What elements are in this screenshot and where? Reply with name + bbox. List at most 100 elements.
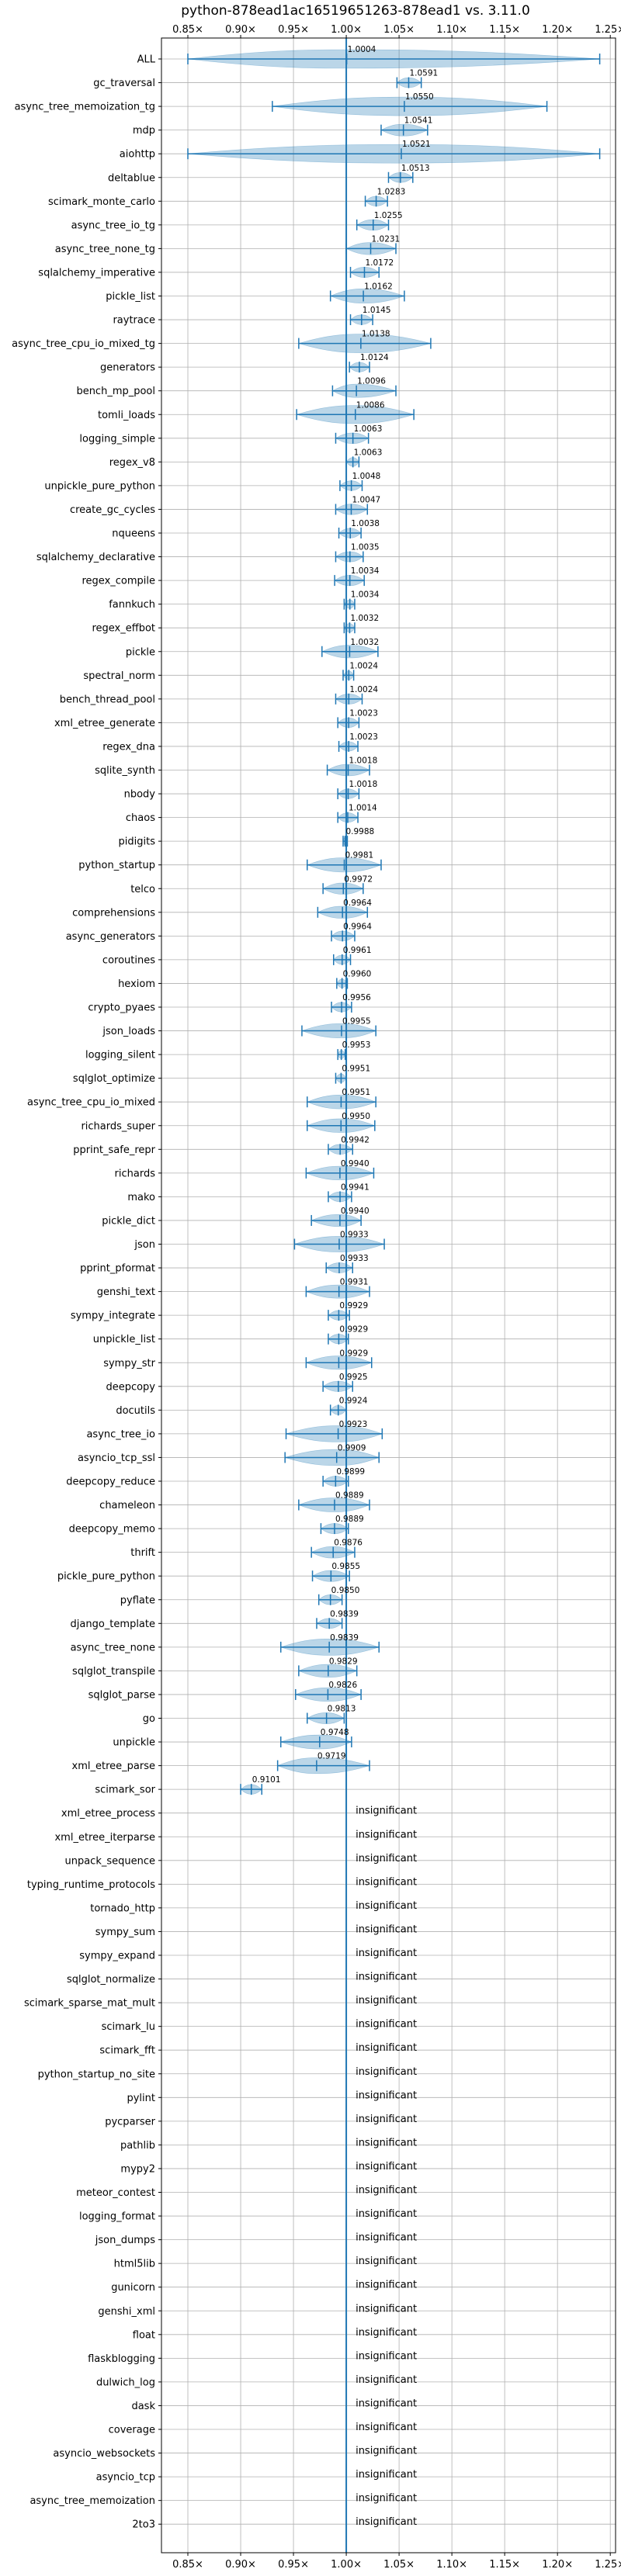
insignificant-label: insignificant xyxy=(356,1923,417,1935)
benchmark-label: dulwich_log xyxy=(96,2377,155,2388)
benchmark-label: flaskblogging xyxy=(88,2353,155,2365)
benchmark-label: scimark_lu xyxy=(102,2021,155,2033)
benchmark-label: unpickle_list xyxy=(93,1334,155,1345)
value-label: 0.9951 xyxy=(342,1065,370,1074)
insignificant-label: insignificant xyxy=(356,1900,417,1912)
benchmark-label: sqlglot_optimize xyxy=(73,1073,155,1085)
value-label: 0.9855 xyxy=(331,1562,360,1571)
value-label: 0.9899 xyxy=(336,1467,365,1477)
benchmark-label: genshi_xml xyxy=(98,2306,155,2318)
benchmark-label: bench_thread_pool xyxy=(60,694,155,705)
value-label: 1.0032 xyxy=(350,638,379,647)
benchmark-label: sqlglot_parse xyxy=(88,1689,155,1701)
benchmark-label: async_tree_io_tg xyxy=(71,220,155,231)
value-label: 0.9981 xyxy=(345,851,373,860)
value-label: 0.9964 xyxy=(343,922,372,931)
insignificant-label: insignificant xyxy=(356,2019,417,2031)
benchmark-label: deepcopy_reduce xyxy=(66,1477,155,1488)
value-label: 1.0550 xyxy=(405,92,434,102)
ticks-layer: 0.85× 0.85× 0.90× 0.90× 0.95× 0.95× 1.00× 1.00×… xyxy=(158,24,621,2571)
value-label: 0.9941 xyxy=(341,1182,369,1192)
benchmark-label: fannkuch xyxy=(109,599,155,611)
value-label: 1.0521 xyxy=(402,140,431,149)
insignificant-label: insignificant xyxy=(356,2446,417,2457)
value-label: 1.0014 xyxy=(349,804,377,813)
value-label: 1.0018 xyxy=(349,780,378,789)
benchmark-label: aiohttp xyxy=(120,149,155,161)
benchmark-label: xml_etree_process xyxy=(61,1808,155,1819)
benchmark-label: scimark_sor xyxy=(95,1785,155,1796)
value-label: 0.9850 xyxy=(331,1586,360,1595)
benchmark-label: sqlalchemy_imperative xyxy=(38,267,155,279)
benchmark-label: logging_simple xyxy=(79,433,155,445)
benchmark-label: go xyxy=(143,1713,155,1725)
benchmark-label: generators xyxy=(100,362,155,374)
benchmark-label: sympy_sum xyxy=(95,1927,155,1938)
x-tick-label-top: 0.95× xyxy=(278,24,309,36)
benchmark-label: python_startup xyxy=(78,860,155,871)
insignificant-label: insignificant xyxy=(356,2042,417,2054)
x-tick-label-bottom: 1.15× xyxy=(489,2559,520,2571)
value-label: 1.0023 xyxy=(349,732,378,742)
insignificant-label: insignificant xyxy=(356,2398,417,2409)
insignificant-label: insignificant xyxy=(356,1948,417,1959)
insignificant-label: insignificant xyxy=(356,2185,417,2197)
benchmark-label: asyncio_websockets xyxy=(53,2448,155,2460)
value-label: 0.9889 xyxy=(335,1491,364,1501)
benchmark-label: pathlib xyxy=(120,2140,155,2152)
value-label: 0.9953 xyxy=(342,1040,371,1050)
benchmark-label: regex_v8 xyxy=(109,457,155,469)
value-label: 0.9960 xyxy=(343,969,372,978)
benchmark-label: chaos xyxy=(126,812,155,824)
value-label: 0.9931 xyxy=(340,1278,369,1287)
value-label: 0.9972 xyxy=(344,874,373,884)
insignificant-label: insignificant xyxy=(356,2493,417,2505)
value-label: 1.0255 xyxy=(374,211,403,220)
value-label: 0.9813 xyxy=(328,1705,356,1714)
x-tick-label-bottom: 0.95× xyxy=(278,2559,309,2571)
insignificant-label: insignificant xyxy=(356,2137,417,2148)
value-label: 1.0023 xyxy=(349,708,378,718)
value-label: 0.9942 xyxy=(341,1135,369,1144)
x-tick-label-bottom: 1.05× xyxy=(383,2559,415,2571)
benchmark-label: scimark_fft xyxy=(99,2045,155,2057)
value-label: 0.9909 xyxy=(338,1443,366,1452)
x-tick-label-top: 1.25× xyxy=(595,24,621,36)
benchmark-label: tomli_loads xyxy=(98,410,155,421)
benchmark-label: pprint_safe_repr xyxy=(73,1144,155,1156)
benchmark-label: telco xyxy=(130,884,155,895)
insignificant-label: insignificant xyxy=(356,2350,417,2362)
x-tick-label-bottom: 1.25× xyxy=(595,2559,621,2571)
insignificant-label: insignificant xyxy=(356,1829,417,1840)
benchmark-label: xml_etree_generate xyxy=(54,718,155,729)
benchmark-label: xml_etree_iterparse xyxy=(54,1832,155,1844)
benchmark-label: create_gc_cycles xyxy=(70,504,155,516)
value-label: 0.9950 xyxy=(342,1112,370,1121)
benchmark-label: meteor_contest xyxy=(76,2187,155,2199)
benchmark-label: chameleon xyxy=(99,1500,155,1511)
insignificant-label: insignificant xyxy=(356,2161,417,2173)
benchmark-label: async_tree_cpu_io_mixed_tg xyxy=(12,338,155,350)
chart-title: python-878ead1ac16519651263-878ead1 vs. … xyxy=(181,3,530,19)
value-label: 0.9929 xyxy=(339,1325,368,1335)
value-label: 1.0034 xyxy=(351,566,380,576)
benchmark-label: mypy2 xyxy=(120,2163,155,2175)
benchmark-label: tornado_http xyxy=(90,1903,155,1914)
benchmark-label: dask xyxy=(131,2401,155,2412)
insignificant-label: insignificant xyxy=(356,1995,417,2006)
benchmark-label: nqueens xyxy=(112,528,155,540)
plot-frame xyxy=(161,37,616,2553)
benchmark-label: sqlalchemy_declarative xyxy=(36,552,155,563)
benchmark-label: unpickle_pure_python xyxy=(44,480,155,492)
insignificant-label: insignificant xyxy=(356,2256,417,2267)
value-label: 0.9929 xyxy=(339,1349,368,1358)
insignificant-label: insignificant xyxy=(356,2303,417,2315)
benchmark-label: gunicorn xyxy=(111,2282,155,2294)
benchmark-label: async_tree_none xyxy=(71,1642,155,1653)
benchmark-label: pickle xyxy=(126,646,155,658)
value-label: 0.9929 xyxy=(339,1301,368,1311)
insignificant-label: insignificant xyxy=(356,2066,417,2078)
insignificant-label: insignificant xyxy=(356,1876,417,1888)
value-label: 1.0096 xyxy=(357,377,386,386)
benchmark-label: async_tree_memoization_tg xyxy=(15,102,155,113)
